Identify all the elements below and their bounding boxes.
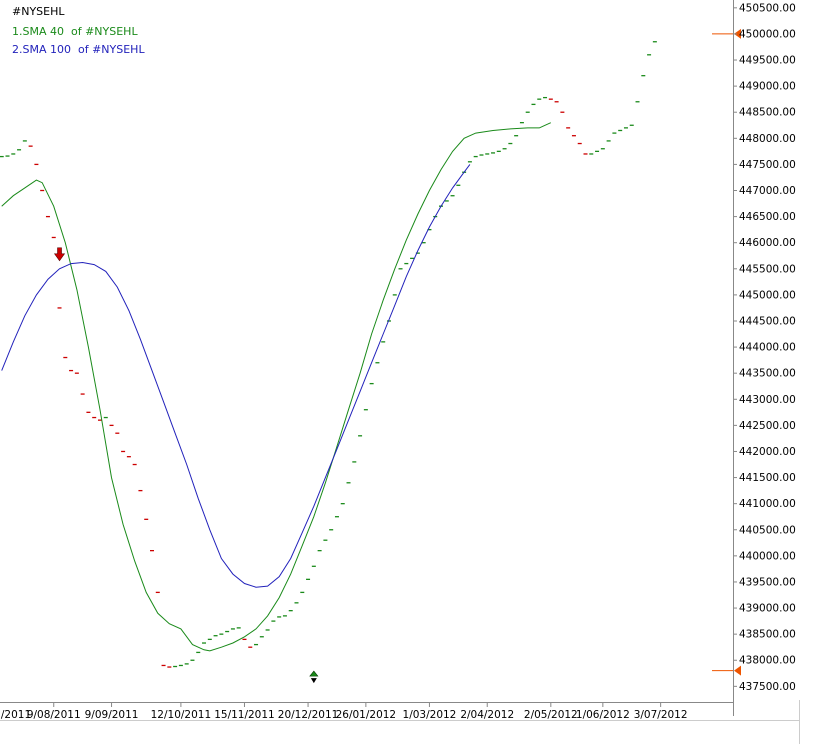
x-tick-label: /2011 [1, 709, 31, 721]
indicator-lines [1, 122, 552, 652]
y-tick-label: 444000.00 [739, 342, 796, 354]
y-tick-label: 438000.00 [739, 655, 796, 667]
sell-arrow-icon [53, 247, 66, 262]
x-tick-label: 15/11/2011 [214, 709, 275, 721]
legend-sma-40: 1.SMA 40 of #NYSEHL [12, 25, 138, 38]
legend-title: #NYSEHL [12, 5, 65, 18]
y-tick-label: 438500.00 [739, 629, 796, 641]
price-marker-icon [734, 28, 741, 39]
y-tick-label: 449000.00 [739, 81, 796, 93]
y-tick-label: 443500.00 [739, 368, 796, 380]
y-tick-label: 450500.00 [739, 2, 796, 14]
x-tick-label: 9/09/2011 [85, 709, 139, 721]
y-tick-label: 446000.00 [739, 237, 796, 249]
y-tick-label: 445500.00 [739, 263, 796, 275]
axes: 437500.00 438000.00 438500.00 439000.00 4395… [0, 0, 800, 744]
y-tick-label: 450000.00 [739, 28, 796, 40]
x-tick-label: 20/12/2011 [278, 709, 339, 721]
y-tick-label: 439500.00 [739, 576, 796, 588]
y-tick-label: 439000.00 [739, 603, 796, 615]
price-marker-icon [734, 665, 741, 676]
x-tick-label: 1/06/2012 [576, 709, 630, 721]
y-tick-label: 441000.00 [739, 498, 796, 510]
y-tick-label: 442000.00 [739, 446, 796, 458]
signal-markers [53, 28, 741, 684]
y-tick-label: 440500.00 [739, 524, 796, 536]
x-tick-label: 9/08/2011 [27, 709, 81, 721]
sma-100-line [1, 164, 471, 588]
y-tick-label: 442500.00 [739, 420, 796, 432]
y-tick-label: 443000.00 [739, 394, 796, 406]
x-tick-label: 2/05/2012 [524, 709, 578, 721]
y-tick-label: 448500.00 [739, 107, 796, 119]
y-tick-label: 447500.00 [739, 159, 796, 171]
y-tick-label: 446500.00 [739, 211, 796, 223]
buy-arrow-icon [309, 670, 319, 677]
y-tick-label: 449500.00 [739, 55, 796, 67]
sma-40-line [1, 122, 552, 652]
y-tick-label: 441500.00 [739, 472, 796, 484]
x-tick-label: 1/03/2012 [403, 709, 457, 721]
x-tick-label: 3/07/2012 [634, 709, 688, 721]
y-tick-label: 447000.00 [739, 185, 796, 197]
price-bars [0, 41, 657, 668]
x-tick-label: 26/01/2012 [336, 709, 397, 721]
y-tick-label: 445000.00 [739, 289, 796, 301]
legend-sma-100: 2.SMA 100 of #NYSEHL [12, 43, 145, 56]
x-tick-label: 12/10/2011 [151, 709, 212, 721]
x-tick-label: 2/04/2012 [460, 709, 514, 721]
y-tick-label: 444500.00 [739, 315, 796, 327]
y-tick-label: 448000.00 [739, 133, 796, 145]
y-tick-label: 440000.00 [739, 550, 796, 562]
exit-marker-icon [310, 678, 317, 684]
y-tick-label: 437500.00 [739, 681, 796, 693]
